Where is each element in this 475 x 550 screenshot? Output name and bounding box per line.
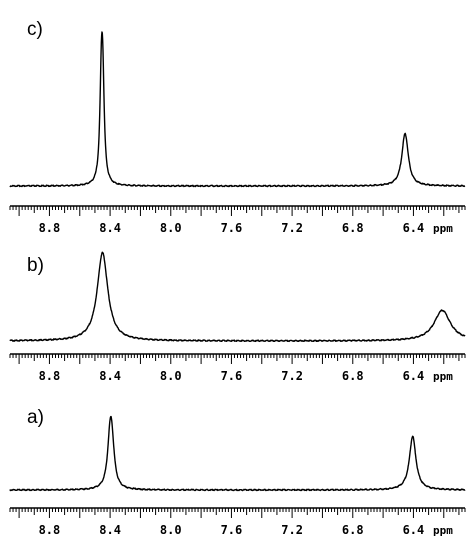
x-tick-label-b: 6.8 — [342, 369, 364, 383]
x-tick-label-a: 6.4 — [403, 523, 425, 537]
panel-label-c: c) — [27, 19, 43, 40]
x-tick-label-c: 7.2 — [281, 221, 303, 235]
spectrum-panel-b: b) 8.8 8.4 8.0 7.6 7.2 6.8 6.4 ppm — [9, 251, 466, 383]
x-tick-label-c: 8.8 — [39, 221, 61, 235]
x-tick-label-c: 6.4 — [403, 221, 425, 235]
spectrum-panel-a: a) 8.8 8.4 8.0 7.6 7.2 6.8 6.4 ppm — [9, 407, 466, 537]
x-tick-label-a: 8.0 — [160, 523, 182, 537]
panel-label-b: b) — [27, 255, 44, 276]
x-tick-label-a: 8.4 — [99, 523, 121, 537]
x-tick-label-b: 6.4 — [403, 369, 425, 383]
spectrum-trace-b — [9, 251, 466, 343]
spectrum-trace-c — [9, 31, 466, 188]
x-tick-label-c: 7.6 — [221, 221, 243, 235]
x-tick-label-a: 6.8 — [342, 523, 364, 537]
x-tick-label-a: 7.6 — [221, 523, 243, 537]
x-unit-label-c: ppm — [433, 222, 453, 235]
x-tick-label-c: 8.0 — [160, 221, 182, 235]
x-unit-label-a: ppm — [433, 524, 453, 537]
x-tick-label-b: 7.2 — [281, 369, 303, 383]
x-tick-label-b: 7.6 — [221, 369, 243, 383]
x-tick-label-a: 8.8 — [39, 523, 61, 537]
x-tick-label-a: 7.2 — [281, 523, 303, 537]
x-tick-label-b: 8.8 — [39, 369, 61, 383]
spectrum-panel-c: c) 8.8 8.4 8.0 7.6 7.2 6.8 6.4 ppm — [9, 19, 466, 235]
x-tick-label-b: 8.0 — [160, 369, 182, 383]
x-tick-label-c: 8.4 — [99, 221, 121, 235]
x-unit-label-b: ppm — [433, 370, 453, 383]
spectrum-trace-a — [9, 415, 466, 492]
panel-label-a: a) — [27, 407, 44, 428]
x-tick-label-b: 8.4 — [99, 369, 121, 383]
x-tick-label-c: 6.8 — [342, 221, 364, 235]
